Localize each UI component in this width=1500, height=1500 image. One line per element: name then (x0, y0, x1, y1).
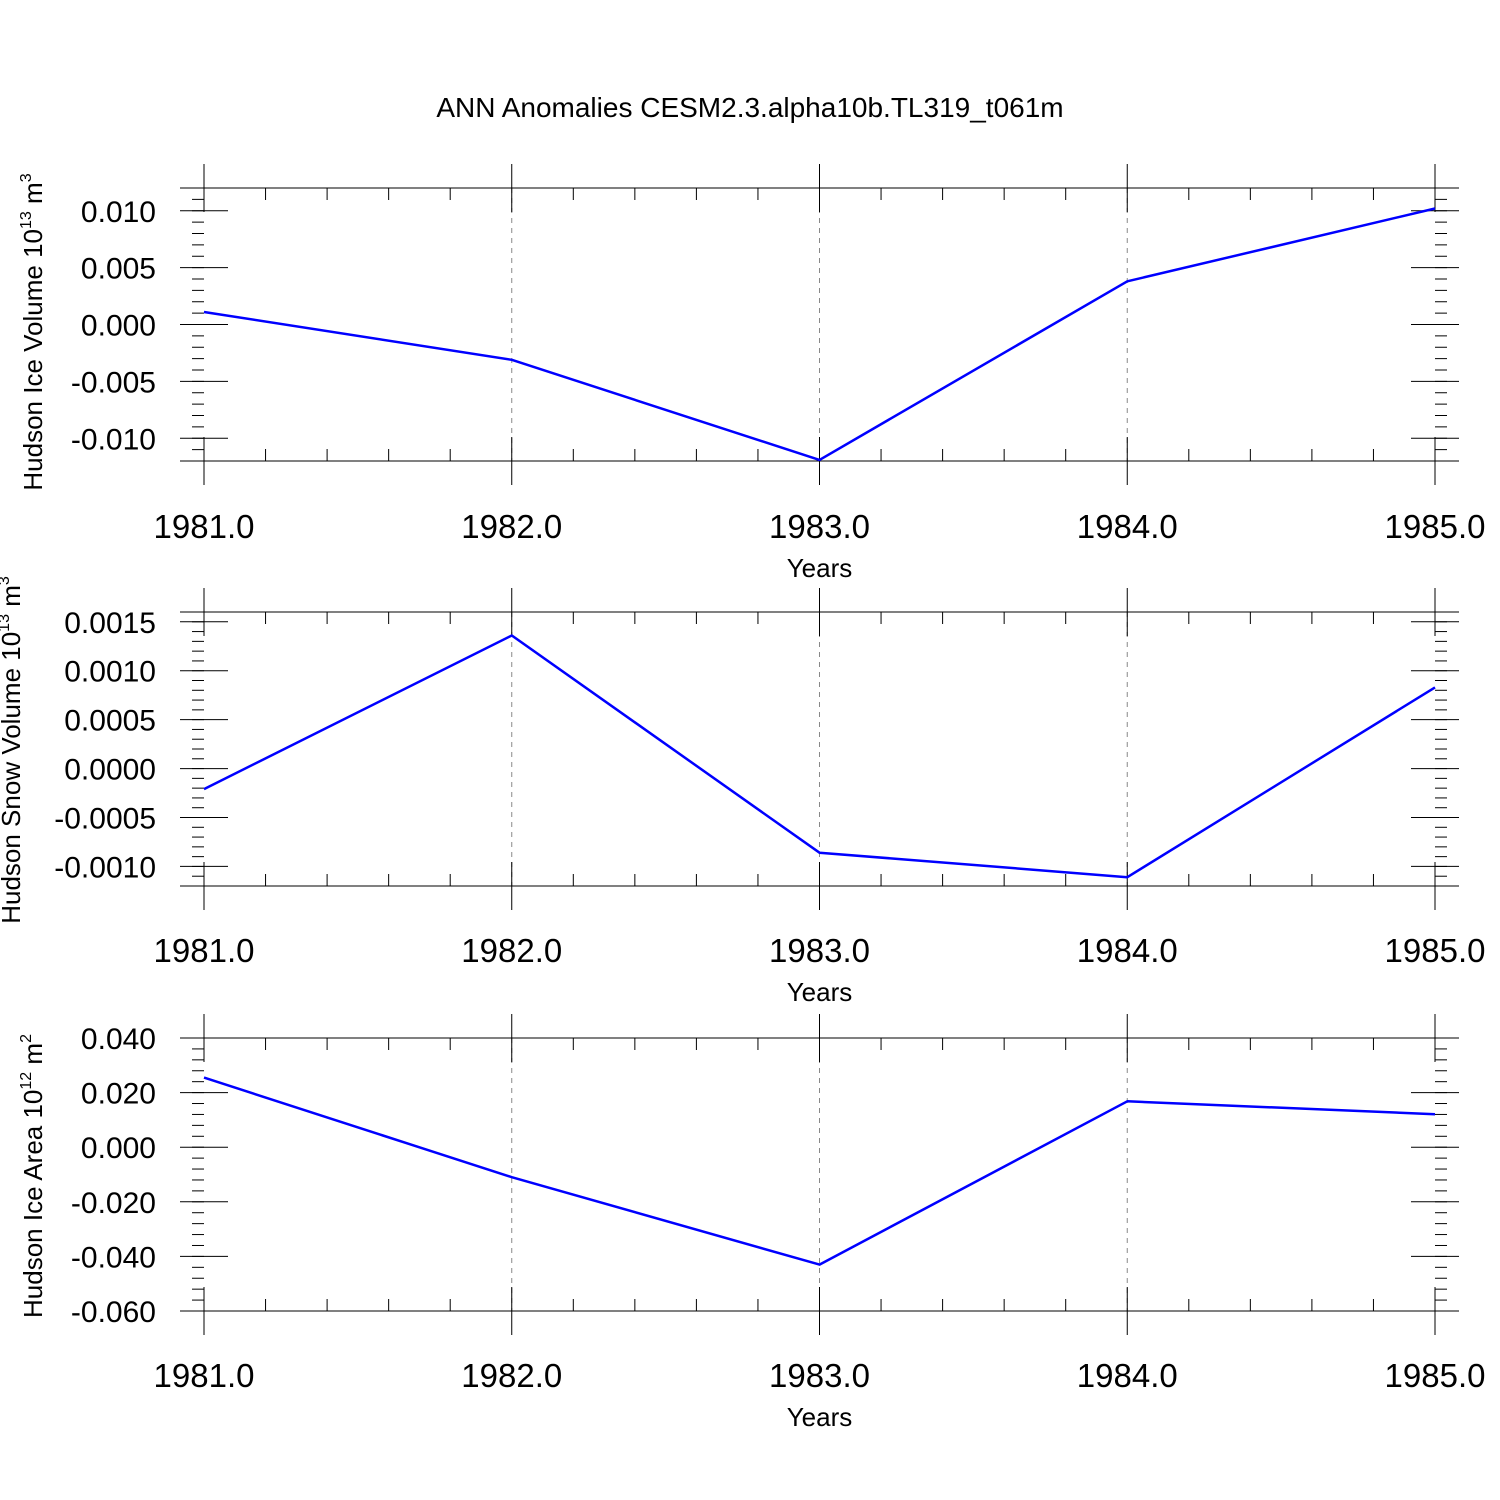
y-tick-label: 0.005 (81, 253, 156, 286)
x-tick-label: 1983.0 (769, 932, 870, 969)
y-tick-label: 0.000 (81, 1132, 156, 1165)
y-axis-label: Hudson Ice Volume 1013 m3 (18, 173, 48, 490)
y-tick-label: 0.040 (81, 1023, 156, 1056)
y-tick-label: 0.0005 (64, 705, 156, 738)
panel-1: 1981.0 1982.0 1983.0 1984.0 1985.0 0.010 0.005… (18, 164, 1485, 583)
x-axis-label: Years (787, 553, 853, 583)
x-tick-label: 1984.0 (1077, 932, 1178, 969)
panels: 1981.0 1982.0 1983.0 1984.0 1985.0 0.010 0.005… (0, 164, 1485, 1432)
y-tick-label: -0.005 (71, 366, 156, 399)
panel-2: 1981.0 1982.0 1983.0 1984.0 1985.0 0.0015 0.00… (0, 576, 1485, 1007)
x-tick-label: 1982.0 (461, 932, 562, 969)
y-tick-label: -0.020 (71, 1187, 156, 1220)
x-tick-label: 1982.0 (461, 1357, 562, 1394)
x-tick-label: 1982.0 (461, 508, 562, 545)
x-tick-label: 1981.0 (154, 1357, 255, 1394)
x-tick-label: 1984.0 (1077, 508, 1178, 545)
y-tick-label: 0.000 (81, 310, 156, 343)
y-tick-label: 0.0015 (64, 607, 156, 640)
x-tick-label: 1984.0 (1077, 1357, 1178, 1394)
figure-title: ANN Anomalies CESM2.3.alpha10b.TL319_t06… (436, 92, 1063, 123)
y-tick-label: -0.040 (71, 1241, 156, 1274)
x-tick-label: 1983.0 (769, 508, 870, 545)
y-axis-label: Hudson Ice Area 1012 m2 (18, 1034, 48, 1318)
y-tick-label: 0.0010 (64, 656, 156, 689)
y-tick-label: -0.060 (71, 1296, 156, 1329)
x-tick-label: 1985.0 (1385, 1357, 1486, 1394)
y-tick-label: -0.0005 (54, 803, 156, 836)
y-tick-label: -0.010 (71, 423, 156, 456)
x-tick-label: 1985.0 (1385, 932, 1486, 969)
y-tick-label: 0.020 (81, 1078, 156, 1111)
x-tick-label: 1983.0 (769, 1357, 870, 1394)
x-tick-label: 1985.0 (1385, 508, 1486, 545)
x-tick-label: 1981.0 (154, 932, 255, 969)
y-tick-label: 0.0000 (64, 754, 156, 787)
y-tick-label: -0.0010 (54, 851, 156, 884)
y-axis-label: Hudson Snow Volume 1013 m3 (0, 576, 26, 924)
x-axis-label: Years (787, 1402, 853, 1432)
y-tick-label: 0.010 (81, 196, 156, 229)
x-axis-label: Years (787, 977, 853, 1007)
panel-3: 1981.0 1982.0 1983.0 1984.0 1985.0 0.040 0.020… (18, 1014, 1485, 1432)
x-tick-label: 1981.0 (154, 508, 255, 545)
